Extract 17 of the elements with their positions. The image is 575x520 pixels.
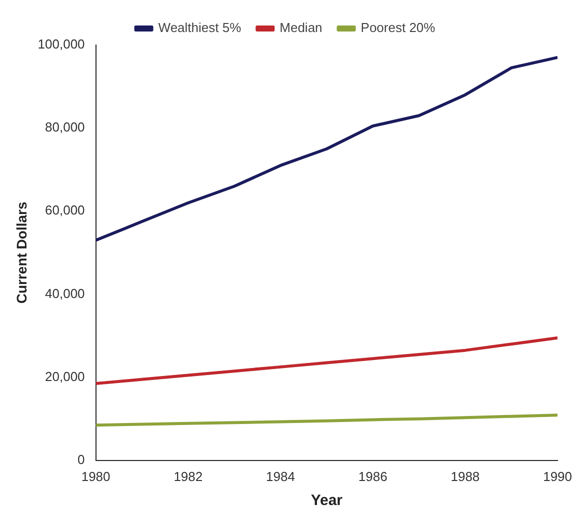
x-tick-label: 1986 bbox=[358, 468, 388, 484]
legend-label: Wealthiest 5% bbox=[158, 20, 242, 36]
y-tick-label: 40,000 bbox=[45, 286, 85, 301]
x-tick-label: 1990 bbox=[543, 468, 572, 484]
x-tick-label: 1988 bbox=[450, 468, 480, 484]
y-tick-label: 100,000 bbox=[38, 36, 85, 52]
y-axis-title: Current Dollars bbox=[13, 202, 30, 304]
x-tick-label: 1980 bbox=[81, 468, 110, 484]
y-tick-label: 20,000 bbox=[45, 368, 85, 384]
y-tick-label: 80,000 bbox=[45, 120, 85, 135]
x-tick-label: 1982 bbox=[174, 468, 203, 484]
legend-label: Poorest 20% bbox=[360, 20, 436, 36]
x-tick-label: 1984 bbox=[266, 468, 295, 484]
y-tick-label: 60,000 bbox=[45, 202, 85, 218]
legend-label: Median bbox=[280, 20, 322, 36]
x-axis-title: Year bbox=[310, 492, 343, 510]
y-tick-label: 0 bbox=[78, 452, 85, 467]
